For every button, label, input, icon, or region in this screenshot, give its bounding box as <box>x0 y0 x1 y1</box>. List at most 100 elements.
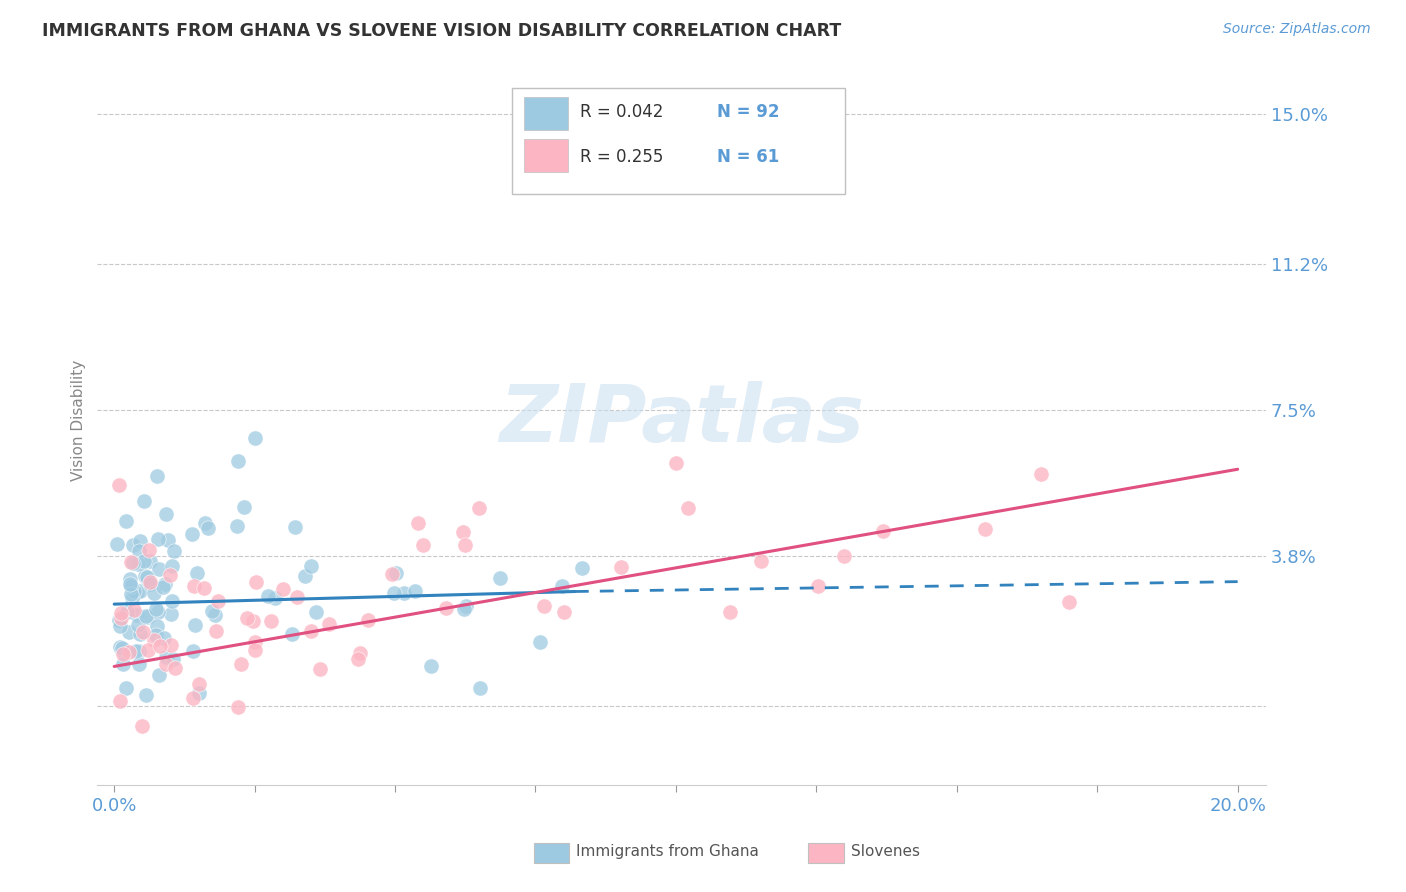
Point <box>108 640 131 654</box>
Point <box>287 591 309 605</box>
Point <box>226 454 249 468</box>
Point <box>155 507 177 521</box>
Point <box>299 559 322 574</box>
Text: Slovenes: Slovenes <box>851 845 920 859</box>
Point <box>181 690 204 705</box>
Point <box>180 527 202 541</box>
FancyBboxPatch shape <box>524 139 568 172</box>
Point <box>281 627 304 641</box>
Point <box>145 602 167 616</box>
Point <box>454 599 477 614</box>
Point <box>245 574 267 589</box>
Point <box>155 649 177 664</box>
Point <box>346 651 368 665</box>
Text: Source: ZipAtlas.com: Source: ZipAtlas.com <box>1223 22 1371 37</box>
Point <box>139 554 162 568</box>
Point <box>127 618 149 632</box>
Point <box>120 579 142 593</box>
Point <box>107 613 129 627</box>
Point <box>145 469 167 483</box>
FancyBboxPatch shape <box>524 97 568 130</box>
Point <box>232 500 254 514</box>
Point <box>271 582 294 596</box>
Point <box>187 677 209 691</box>
Point <box>406 516 429 530</box>
Point <box>138 577 160 591</box>
Point <box>193 581 215 595</box>
Point <box>160 593 183 607</box>
Point <box>201 604 224 618</box>
Point <box>134 568 156 582</box>
Point <box>1029 467 1052 481</box>
Text: R = 0.255: R = 0.255 <box>579 147 664 166</box>
Point <box>132 493 155 508</box>
Point <box>260 614 283 628</box>
Point <box>152 580 174 594</box>
Point <box>718 605 741 619</box>
Point <box>264 591 287 606</box>
Point <box>118 625 141 640</box>
Point <box>257 589 280 603</box>
Point <box>120 587 142 601</box>
Y-axis label: Vision Disability: Vision Disability <box>72 359 86 481</box>
Text: R = 0.042: R = 0.042 <box>579 103 664 121</box>
Point <box>115 605 138 619</box>
Point <box>665 457 688 471</box>
Point <box>357 613 380 627</box>
Point <box>110 611 132 625</box>
Point <box>284 520 307 534</box>
Point <box>153 576 176 591</box>
Point <box>197 520 219 534</box>
Point <box>127 557 149 571</box>
Point <box>160 607 183 622</box>
Point <box>121 591 143 605</box>
Point <box>434 600 457 615</box>
FancyBboxPatch shape <box>512 88 845 194</box>
Point <box>242 614 264 628</box>
Point <box>156 533 179 547</box>
Point <box>128 644 150 658</box>
Point <box>142 586 165 600</box>
Point <box>128 657 150 672</box>
Point <box>132 554 155 568</box>
Point <box>381 567 404 582</box>
Point <box>204 608 226 623</box>
Point <box>183 617 205 632</box>
Point <box>124 583 146 598</box>
Point <box>243 635 266 649</box>
Point <box>453 601 475 615</box>
Point <box>163 543 186 558</box>
Point <box>243 431 266 445</box>
Point <box>159 568 181 582</box>
Point <box>318 617 340 632</box>
Point <box>122 538 145 552</box>
Point <box>551 579 574 593</box>
Point <box>125 644 148 658</box>
Point <box>160 558 183 573</box>
Point <box>231 657 253 672</box>
Point <box>112 644 135 658</box>
Point <box>146 619 169 633</box>
Point <box>610 559 633 574</box>
Point <box>110 606 132 620</box>
Point <box>807 579 830 593</box>
Point <box>973 522 995 536</box>
Point <box>205 624 228 638</box>
Point <box>451 524 474 539</box>
Point <box>138 574 160 589</box>
Point <box>468 500 491 515</box>
Point <box>148 562 170 576</box>
Point <box>125 608 148 623</box>
Point <box>165 661 187 675</box>
Point <box>207 594 229 608</box>
Point <box>131 625 153 640</box>
Point <box>122 557 145 571</box>
Point <box>453 538 475 552</box>
Point <box>162 652 184 666</box>
Point <box>309 662 332 676</box>
Point <box>412 538 434 552</box>
Point <box>108 478 131 492</box>
Point <box>146 606 169 620</box>
Point <box>676 500 699 515</box>
Point <box>571 561 593 575</box>
